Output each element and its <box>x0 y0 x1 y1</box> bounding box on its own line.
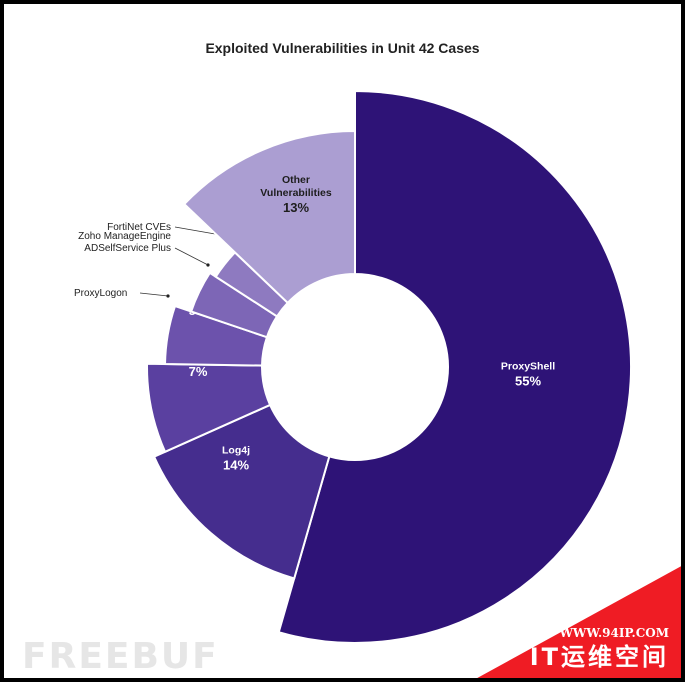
callout-label: ADSelfService Plus <box>84 243 171 254</box>
slice-percent-label: 14% <box>223 458 249 473</box>
callout-dot <box>206 263 210 267</box>
slice-percent-label: 7% <box>189 364 208 379</box>
watermark-url: WWW.94IP.COM <box>559 626 669 640</box>
slice-proxyshell <box>277 89 632 644</box>
watermark-name: IT运维空间 <box>529 643 669 671</box>
slice-name-label: Other <box>282 174 310 186</box>
slice-name-label: ProxyShell <box>501 361 555 373</box>
slice-proxylogon <box>164 304 269 367</box>
slice-percent-label: 55% <box>515 374 541 389</box>
slice-other-vulnerabilities <box>182 129 356 305</box>
slice-sonicwall-cves <box>146 362 272 454</box>
chart-title: Exploited Vulnerabilities in Unit 42 Cas… <box>205 40 480 56</box>
freebuf-watermark: FREEBUF <box>22 636 219 677</box>
slice-log4j <box>152 403 331 580</box>
slice-percent-label: 13% <box>283 200 309 215</box>
callout-label: FortiNet CVEs <box>107 222 171 233</box>
callout-dot <box>166 294 170 298</box>
slice-name-label: Log4j <box>222 445 250 457</box>
callout-leader-line <box>139 292 169 297</box>
callout-label: ProxyLogon <box>74 288 127 299</box>
callout-label: Zoho ManageEngine <box>78 231 171 242</box>
callout-leader-line <box>174 247 209 266</box>
slice-name-label: Vulnerabilities <box>260 187 332 199</box>
